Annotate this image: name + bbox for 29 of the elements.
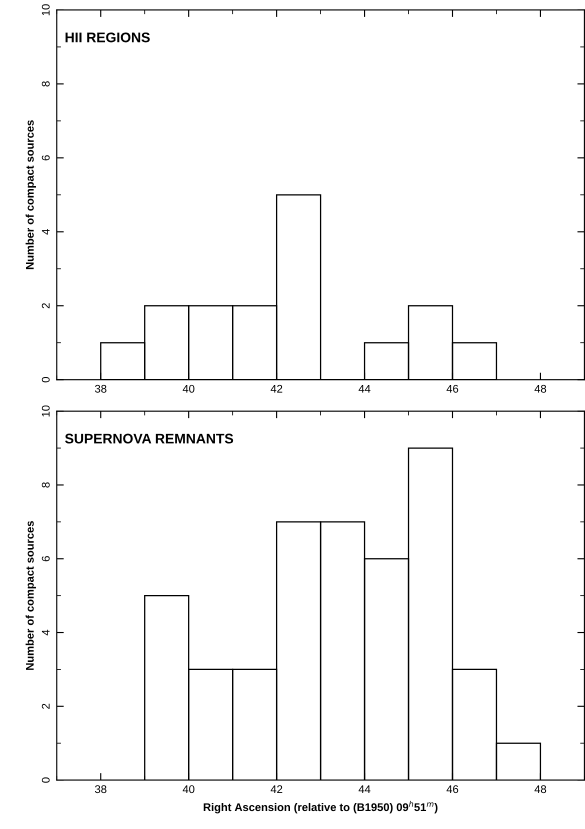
y-tick-label: 2 xyxy=(42,704,50,709)
text: SUPERNOVA REMNANTS xyxy=(65,434,234,444)
x-tick-label: 40 xyxy=(182,785,194,794)
x-tick-label: 38 xyxy=(94,384,106,393)
y-tick-label: 2 xyxy=(42,303,50,308)
y-tick-label: 6 xyxy=(42,155,50,160)
x-tick-label: 44 xyxy=(358,785,370,793)
x-tick-label: 48 xyxy=(534,785,546,794)
x-tick-label: 38 xyxy=(94,785,106,794)
y-tick-label: 4 xyxy=(42,229,50,235)
y-axis-title: Number of compact sources xyxy=(26,120,36,270)
y-tick-label: 6 xyxy=(42,556,50,562)
y-tick-label: 4 xyxy=(42,630,50,636)
x-tick-label: 46 xyxy=(446,785,458,794)
x-axis-title: Right Ascension (relative to (B1950) 09$^{h}$51$^{m}$) xyxy=(204,800,438,814)
x-tick-label: 40 xyxy=(182,384,194,393)
x-tick-label: 42 xyxy=(270,785,282,793)
y-tick-label: 10 xyxy=(42,405,50,417)
y-tick-label: 8 xyxy=(42,81,50,86)
y-tick-label: 10 xyxy=(42,4,50,16)
y-tick-label: 0 xyxy=(42,377,50,382)
x-tick-label: 42 xyxy=(270,384,282,393)
text: HII REGIONS xyxy=(66,32,150,42)
x-tick-label: 48 xyxy=(534,384,546,393)
y-axis-title: Number of compact sources xyxy=(26,521,36,670)
y-tick-label: 0 xyxy=(42,777,50,783)
y-tick-label: 8 xyxy=(42,482,50,488)
x-tick-label: 46 xyxy=(446,384,458,393)
x-tick-label: 44 xyxy=(358,384,370,393)
